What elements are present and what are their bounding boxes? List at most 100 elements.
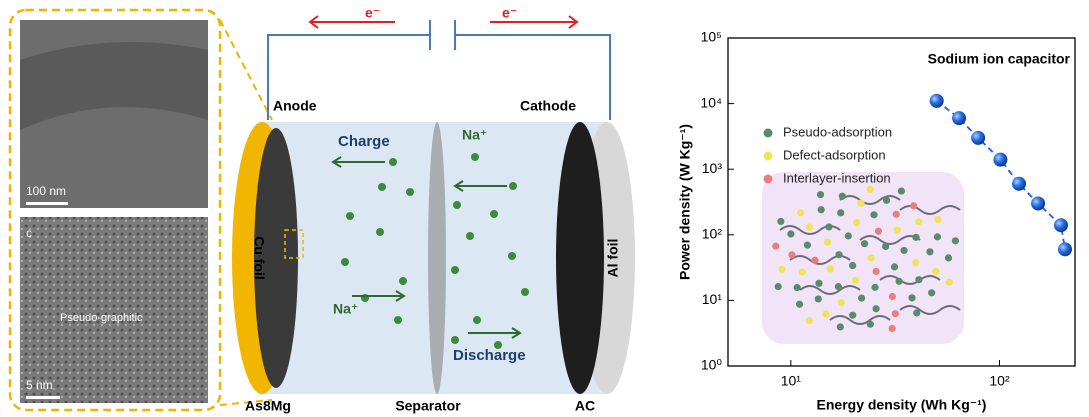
scale-bar bbox=[26, 396, 60, 399]
graphitic-layers bbox=[779, 195, 961, 325]
inset-dot bbox=[871, 283, 879, 291]
charge-arrow bbox=[331, 156, 385, 168]
inset-dot bbox=[814, 295, 822, 303]
label: Anode bbox=[273, 98, 317, 114]
tem-texture bbox=[20, 42, 208, 130]
inset-dot bbox=[825, 223, 833, 231]
inset-dot bbox=[874, 227, 883, 235]
inset-dot bbox=[803, 241, 811, 249]
electron-arrow bbox=[490, 15, 579, 29]
inset-dot bbox=[890, 263, 899, 271]
inset-dot bbox=[837, 209, 845, 217]
inset-dot bbox=[932, 267, 940, 275]
inset-dot bbox=[857, 199, 865, 207]
data-point bbox=[1012, 176, 1027, 191]
data-point bbox=[1031, 196, 1046, 211]
inset-dot bbox=[849, 311, 857, 319]
inset-dot bbox=[787, 230, 795, 238]
inset-dot bbox=[849, 261, 857, 270]
inset-dot bbox=[867, 254, 875, 262]
legend-dot bbox=[763, 128, 773, 138]
inset-dot bbox=[860, 240, 869, 248]
inset-dot bbox=[851, 276, 860, 284]
inset-dot bbox=[933, 233, 942, 241]
inset-dot bbox=[913, 309, 921, 317]
y-tick-label: 10⁴ bbox=[700, 94, 722, 110]
panel-letter: c bbox=[26, 226, 32, 240]
x-axis-label: Energy density (Wh Kg⁻¹) bbox=[817, 397, 987, 413]
inset-dot bbox=[835, 251, 843, 259]
zoom-box bbox=[284, 229, 304, 259]
phase-label: Pseudo-graphitic bbox=[60, 312, 143, 324]
inset-dot bbox=[826, 265, 835, 273]
inset-dot bbox=[811, 256, 819, 264]
legend-dot bbox=[763, 174, 773, 184]
y-tick-label: 10⁰ bbox=[701, 357, 723, 373]
inset-dot bbox=[882, 242, 890, 251]
inset-dot bbox=[944, 254, 953, 262]
inset-dot bbox=[788, 251, 796, 259]
separator bbox=[428, 122, 446, 394]
inset-dot bbox=[945, 278, 953, 286]
label: Separator bbox=[395, 398, 461, 414]
charge-arrow bbox=[453, 180, 507, 192]
inset-dots bbox=[772, 185, 960, 332]
inset-dot bbox=[777, 217, 785, 226]
label: As8Mg bbox=[245, 398, 291, 414]
inset-dot bbox=[795, 300, 804, 308]
data-point bbox=[1053, 218, 1068, 233]
ions bbox=[341, 153, 529, 349]
inset-dot bbox=[892, 210, 900, 218]
label: Cu foil bbox=[251, 236, 267, 280]
label: Cathode bbox=[520, 98, 576, 114]
inset-dot bbox=[872, 267, 880, 276]
y-tick-label: 10¹ bbox=[702, 291, 723, 307]
inset-dot bbox=[866, 185, 874, 193]
inset-dot bbox=[805, 317, 813, 325]
data-point bbox=[929, 93, 944, 108]
capacitor bbox=[429, 20, 456, 50]
inset-dot bbox=[891, 310, 899, 318]
discharge-arrow bbox=[468, 327, 522, 339]
inset-dot bbox=[844, 232, 852, 240]
inset-dot bbox=[824, 238, 832, 246]
scale-label: 100 nm bbox=[26, 184, 66, 198]
scale-bar bbox=[26, 202, 68, 205]
inset-dot bbox=[928, 289, 936, 297]
inset-dot bbox=[774, 282, 782, 291]
y-axis-label: Power density (W Kg⁻¹) bbox=[677, 124, 693, 280]
inset-dot bbox=[893, 226, 901, 234]
label: AC bbox=[575, 398, 595, 414]
inset-dot bbox=[910, 202, 918, 210]
inset-dot bbox=[778, 265, 786, 273]
inset-dot bbox=[793, 283, 801, 292]
electron-arrow bbox=[308, 15, 395, 29]
label: Al foil bbox=[605, 239, 621, 278]
inset-dot bbox=[915, 218, 923, 226]
inset-dot bbox=[915, 276, 923, 284]
data-point bbox=[971, 130, 986, 145]
inset-dot bbox=[951, 237, 960, 245]
electron-label: e⁻ bbox=[502, 5, 517, 21]
data-point bbox=[952, 111, 967, 126]
zoom-frame bbox=[8, 8, 222, 412]
legend-label: Interlayer-insertion bbox=[783, 170, 891, 185]
label: Charge bbox=[338, 133, 390, 150]
inset-dot bbox=[852, 219, 861, 227]
inset-dot bbox=[882, 196, 891, 204]
inset-dot bbox=[815, 279, 823, 287]
inset-dot bbox=[888, 292, 896, 301]
inset-dot bbox=[822, 310, 830, 318]
inset-dot bbox=[838, 192, 846, 200]
inset-dot bbox=[805, 223, 813, 231]
zoom-line bbox=[219, 19, 273, 406]
inset-dot bbox=[834, 282, 842, 291]
inset-dot bbox=[912, 259, 920, 267]
inset-dot bbox=[926, 248, 934, 256]
discharge-arrow bbox=[352, 290, 406, 302]
legend-dot bbox=[763, 151, 773, 161]
inset-dot bbox=[870, 211, 878, 219]
inset-dot bbox=[866, 320, 874, 328]
inset-dot bbox=[900, 246, 908, 255]
